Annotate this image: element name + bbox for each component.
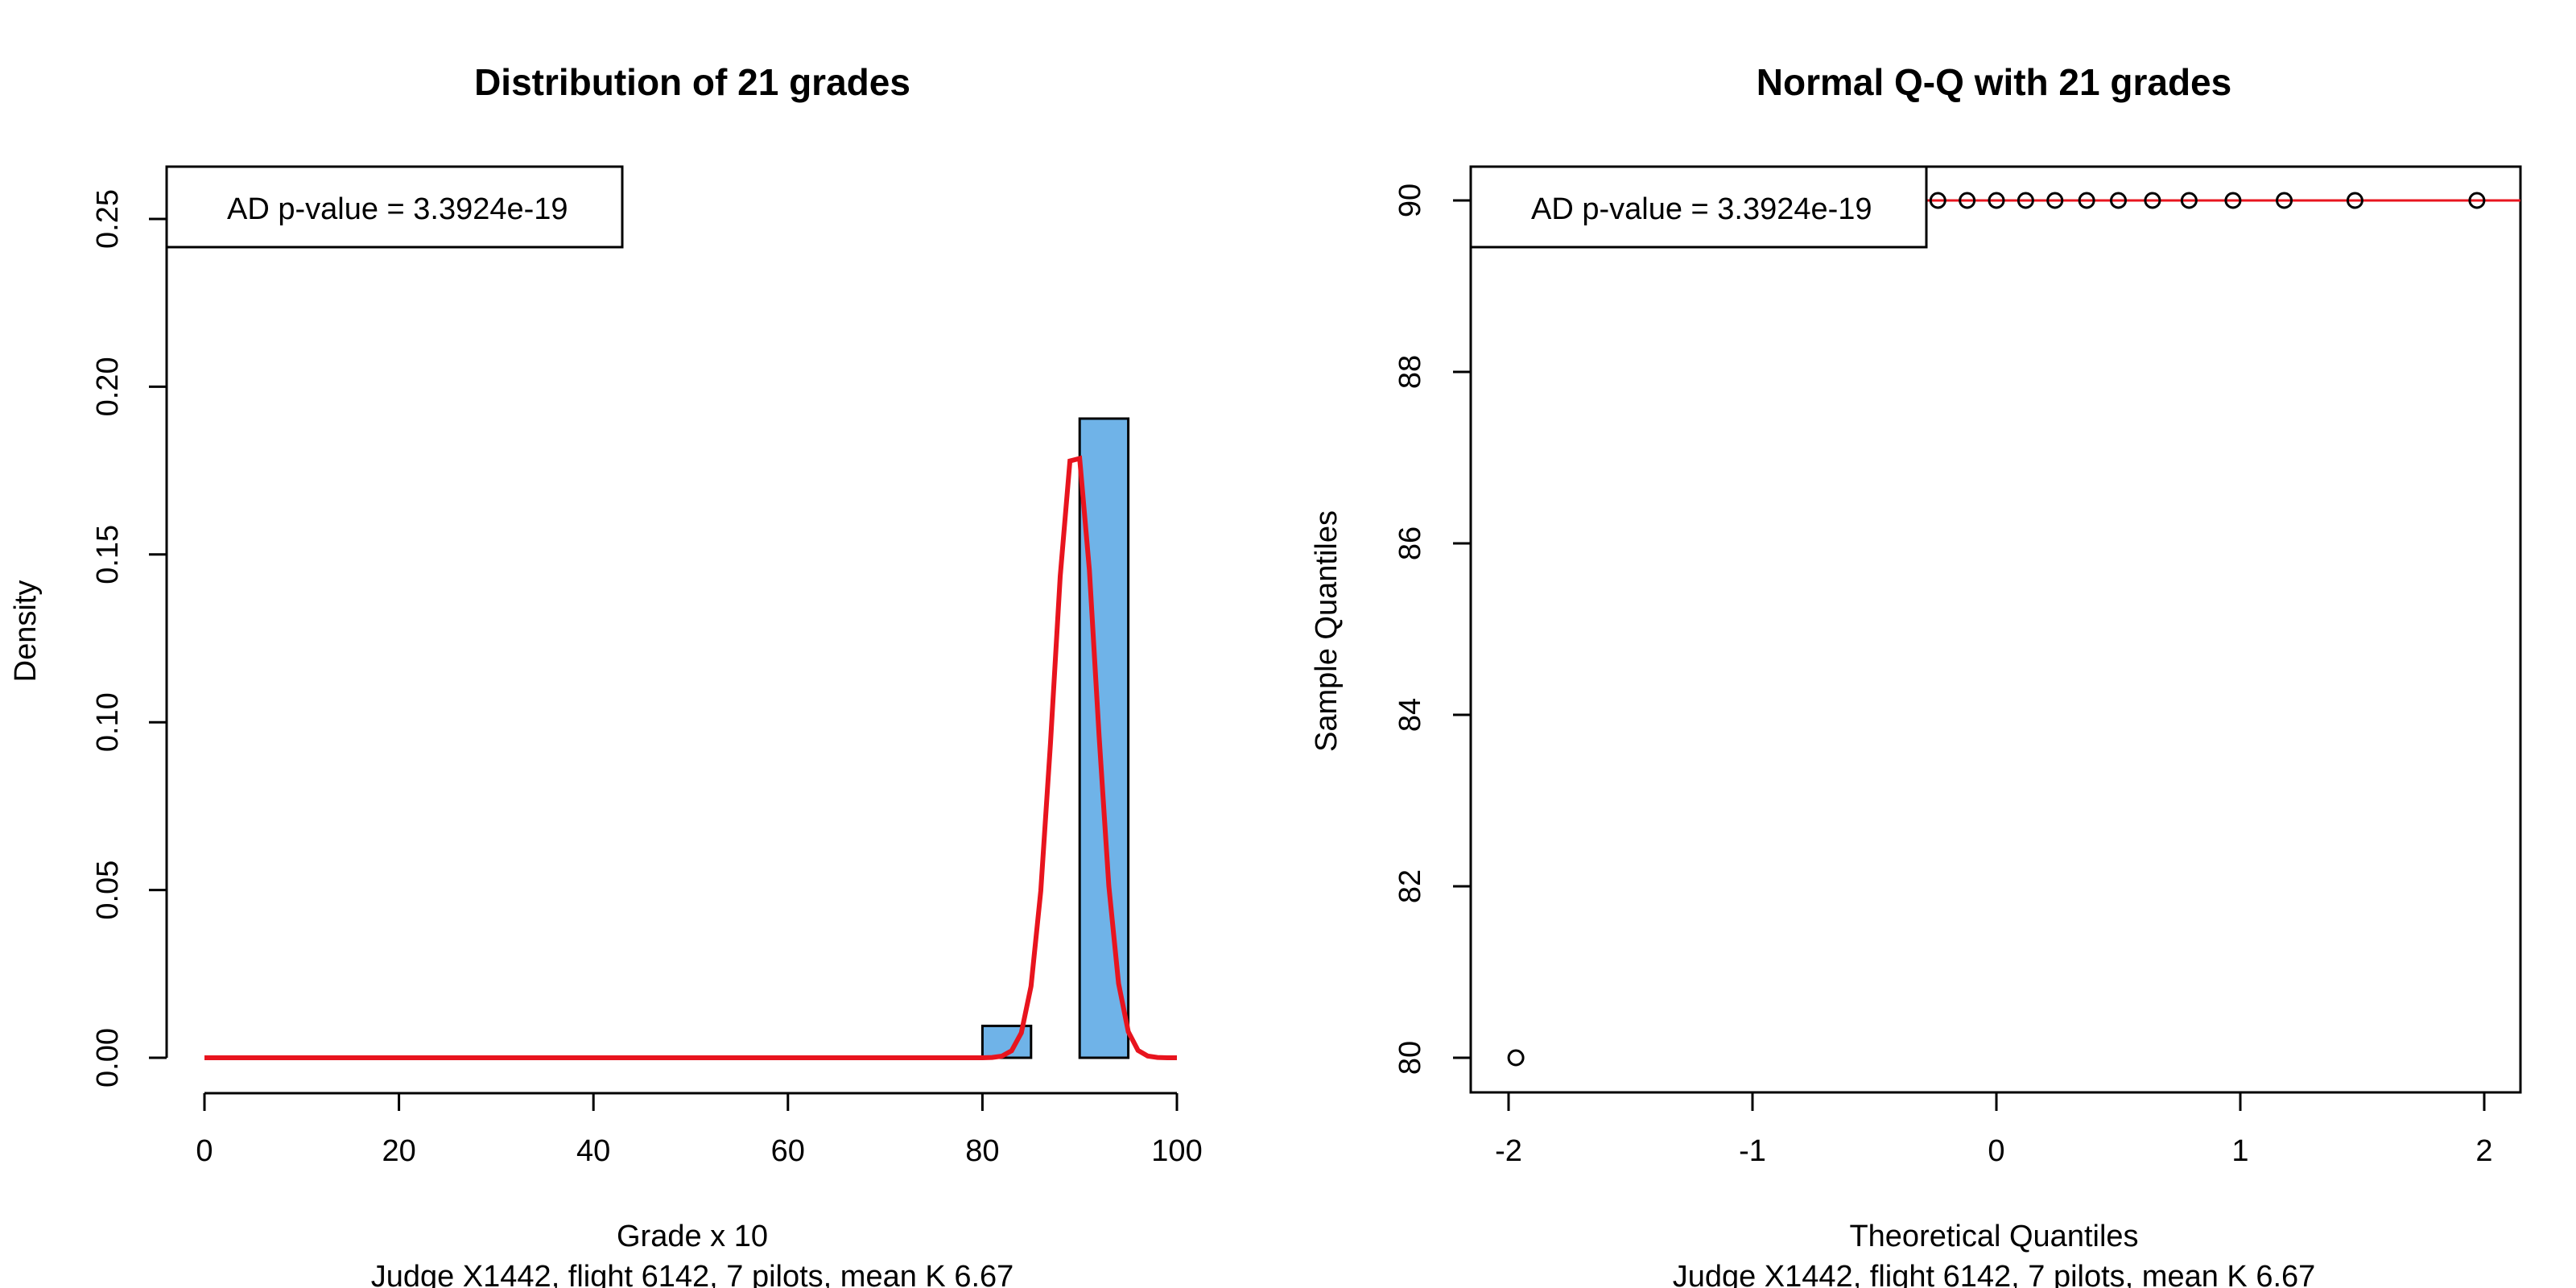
x-tick-label: 80	[965, 1134, 999, 1168]
y-tick-label: 80	[1393, 1041, 1427, 1075]
qq-point	[2276, 192, 2293, 209]
qq-point	[1507, 1049, 1525, 1067]
y-tick-label: 84	[1393, 698, 1427, 732]
qq-title: Normal Q-Q with 21 grades	[1757, 61, 2231, 103]
qq-plot-frame	[1469, 165, 2522, 1094]
histogram-title: Distribution of 21 grades	[474, 61, 910, 103]
qq-y-label: Sample Quantiles	[1310, 510, 1344, 752]
y-tick-label: 0.15	[91, 525, 125, 584]
y-tick-label: 0.00	[91, 1028, 125, 1088]
qq-point	[2078, 192, 2095, 209]
y-tick-label: 0.20	[91, 357, 125, 416]
y-tick-label: 88	[1393, 355, 1427, 389]
normal-density-curve	[204, 455, 1178, 1060]
qq-x-label: Theoretical Quantiles	[1849, 1220, 2138, 1253]
qq-legend-box	[1469, 165, 1928, 249]
x-tick-label: 40	[576, 1134, 610, 1168]
qq-legend: AD p-value = 3.3924e-19	[1469, 165, 1928, 249]
x-tick-label: -1	[1739, 1134, 1766, 1168]
y-tick-label: 0.25	[91, 189, 125, 249]
y-tick-label: 90	[1393, 184, 1427, 217]
qq-panel: Normal Q-Q with 21 grades -2 -1 0 1 2 80 82 84…	[1310, 61, 2522, 1288]
x-tick-label: 60	[771, 1134, 805, 1168]
qq-point	[2180, 192, 2198, 209]
qq-legend-text: AD p-value = 3.3924e-19	[1531, 192, 1872, 226]
y-tick-label: 86	[1393, 526, 1427, 560]
histogram-y-label: Density	[9, 580, 43, 683]
histogram-subtitle: Judge X1442, flight 6142, 7 pilots, mean…	[371, 1260, 1014, 1288]
histogram-panel: Distribution of 21 grades 0 20 40 60 80 100 0…	[9, 61, 1203, 1288]
x-tick-label: 100	[1151, 1134, 1202, 1168]
qq-subtitle: Judge X1442, flight 6142, 7 pilots, mean…	[1673, 1260, 2316, 1288]
x-tick-label: 0	[196, 1134, 213, 1168]
qq-point	[2144, 192, 2161, 209]
x-tick-label: 2	[2475, 1134, 2492, 1168]
x-tick-label: 1	[2231, 1134, 2248, 1168]
x-tick-label: -2	[1495, 1134, 1522, 1168]
x-tick-label: 0	[1988, 1134, 2004, 1168]
qq-points	[1507, 192, 2486, 1067]
qq-point	[2110, 192, 2127, 209]
qq-point	[1929, 192, 1946, 209]
histogram-x-label: Grade x 10	[617, 1220, 768, 1253]
histogram-bars	[980, 417, 1130, 1059]
qq-point	[2468, 192, 2486, 209]
qq-point	[1988, 192, 2005, 209]
qq-point	[2346, 192, 2363, 209]
y-tick-label: 0.10	[91, 692, 125, 752]
y-tick-label: 82	[1393, 869, 1427, 903]
histogram-legend-text: AD p-value = 3.3924e-19	[227, 192, 568, 226]
qq-point	[2046, 192, 2064, 209]
histogram-x-ticks: 0 20 40 60 80 100	[196, 1093, 1203, 1168]
qq-x-ticks: -2 -1 0 1 2	[1495, 1092, 2493, 1168]
x-tick-label: 20	[382, 1134, 415, 1168]
histogram-legend: AD p-value = 3.3924e-19	[165, 165, 624, 249]
qq-point	[2224, 192, 2242, 209]
y-tick-label: 0.05	[91, 861, 125, 920]
qq-point	[1959, 192, 1976, 209]
histogram-y-ticks: 0.00 0.05 0.10 0.15 0.20 0.25	[91, 189, 167, 1088]
qq-point	[2017, 192, 2034, 209]
qq-y-ticks: 80 82 84 86 88 90	[1393, 184, 1471, 1075]
histogram-legend-box	[165, 165, 624, 249]
